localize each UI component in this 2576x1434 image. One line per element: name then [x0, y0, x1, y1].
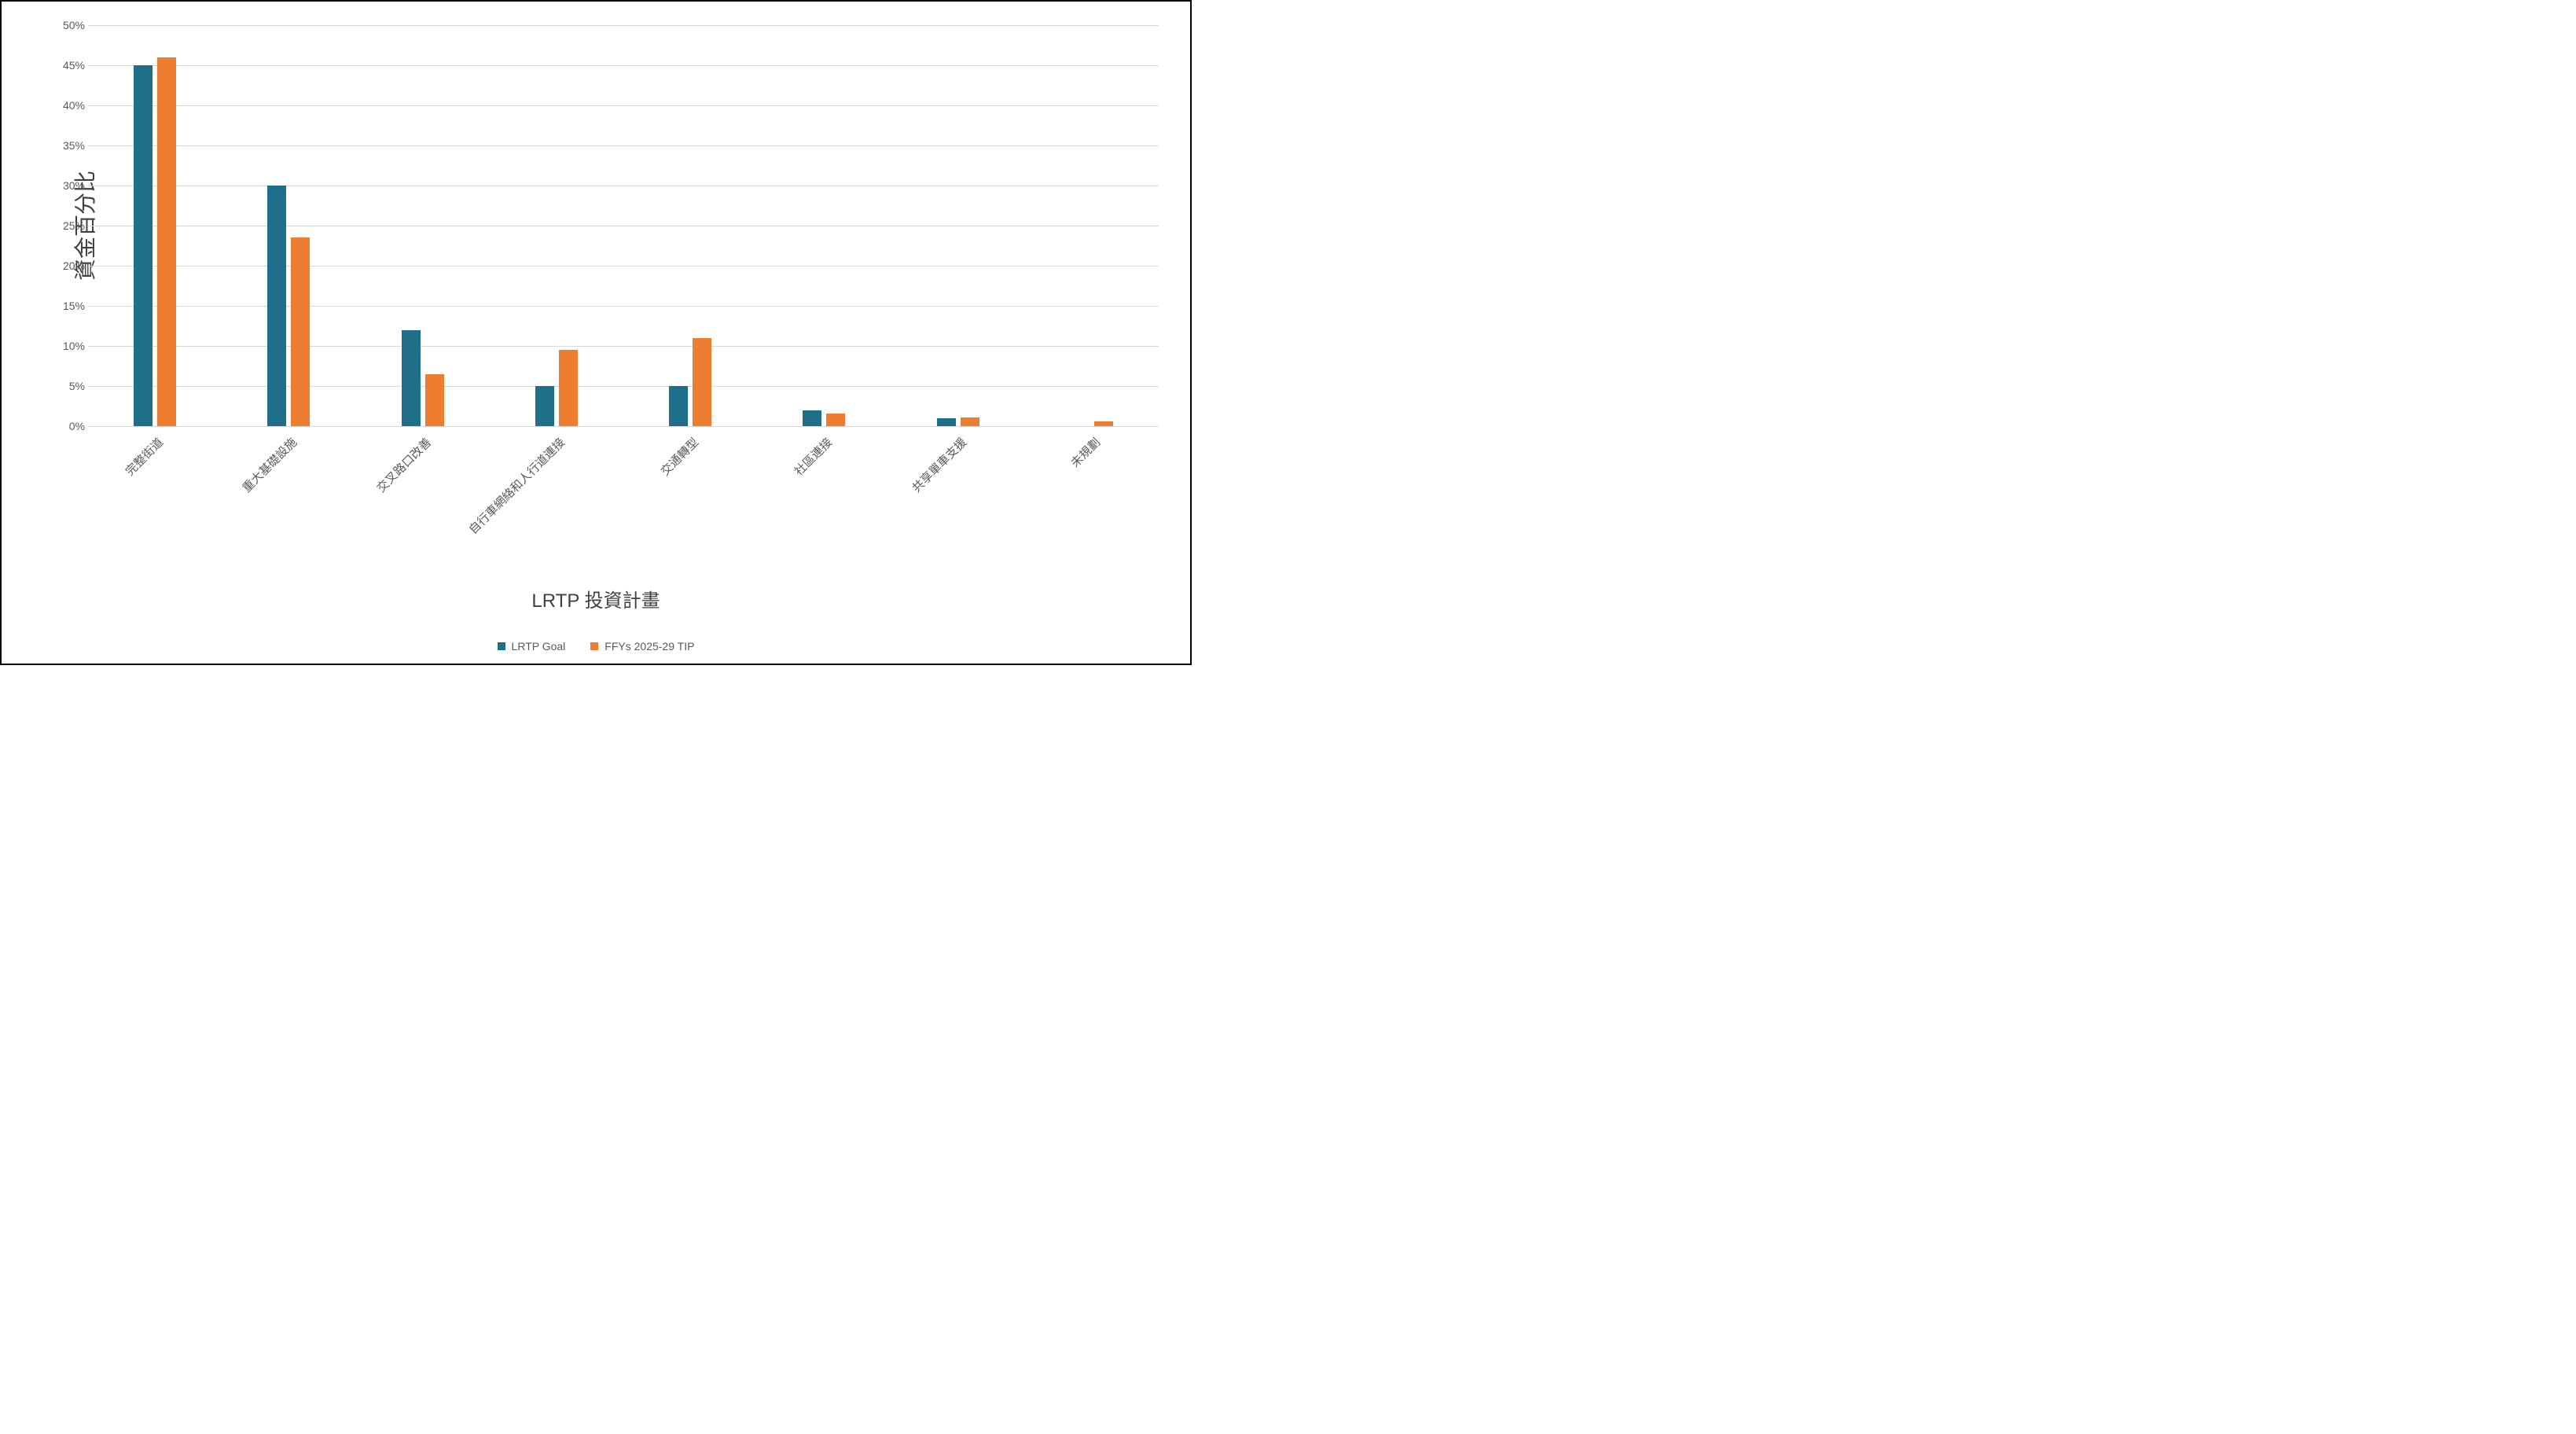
bar — [1094, 421, 1113, 426]
y-tick-label: 20% — [50, 259, 85, 272]
category-group — [88, 25, 222, 426]
x-tick-labels: 完整街道 重大基礎設施 交叉路口改善自行車網絡和人行道連接 交通轉型 社區連接 共享單車支… — [88, 434, 1159, 583]
y-tick-label: 10% — [50, 340, 85, 352]
category-group — [623, 25, 757, 426]
bar — [425, 374, 444, 426]
bars-container — [88, 25, 1159, 426]
y-tick-label: 45% — [50, 59, 85, 72]
plot-area: 資金百分比 0%5%10%15%20%25%30%35%40%45%50% — [88, 25, 1159, 426]
bar — [826, 414, 845, 426]
legend-item: FFYs 2025-29 TIP — [590, 640, 694, 653]
y-tick-label: 0% — [50, 420, 85, 432]
bar — [134, 65, 153, 426]
bar — [693, 338, 711, 426]
category-group — [1025, 25, 1159, 426]
x-tick-label: 重大基礎設施 — [239, 434, 300, 495]
bar — [402, 330, 421, 426]
legend: LRTP Goal FFYs 2025-29 TIP — [25, 640, 1167, 653]
y-tick-label: 50% — [50, 19, 85, 31]
y-tick-label: 30% — [50, 179, 85, 192]
category-group — [356, 25, 490, 426]
x-tick-label: 交叉路口改善 — [373, 434, 434, 495]
category-group — [891, 25, 1025, 426]
chart-frame: 資金百分比 0%5%10%15%20%25%30%35%40%45%50% 完整… — [0, 0, 1192, 665]
x-tick-label: 社區連接 — [791, 434, 836, 479]
grid-line — [88, 426, 1159, 427]
y-tick-label: 40% — [50, 99, 85, 112]
bar — [157, 57, 176, 426]
bar — [559, 350, 578, 426]
bar — [669, 386, 688, 426]
x-tick-label: 共享單車支援 — [908, 434, 969, 495]
y-tick-label: 25% — [50, 219, 85, 232]
x-tick-label: 自行車網絡和人行道連接 — [465, 434, 568, 538]
x-tick-label: 交通轉型 — [657, 434, 702, 479]
bar — [937, 418, 956, 426]
category-group — [490, 25, 623, 426]
bar — [291, 237, 310, 426]
x-axis-title: LRTP 投資計畫 — [25, 585, 1167, 612]
legend-label: FFYs 2025-29 TIP — [604, 640, 694, 653]
y-tick-label: 35% — [50, 139, 85, 152]
bar — [267, 186, 286, 426]
legend-item: LRTP Goal — [498, 640, 566, 653]
y-tick-label: 15% — [50, 300, 85, 312]
bar — [535, 386, 554, 426]
y-tick-label: 5% — [50, 380, 85, 392]
legend-swatch — [498, 642, 505, 650]
chart-inner: 資金百分比 0%5%10%15%20%25%30%35%40%45%50% 完整… — [25, 17, 1167, 656]
x-tick-label: 未規劃 — [1067, 434, 1104, 471]
category-group — [757, 25, 891, 426]
bar — [961, 417, 979, 426]
bar — [803, 410, 821, 426]
x-tick-label: 完整街道 — [122, 434, 167, 479]
legend-label: LRTP Goal — [512, 640, 566, 653]
legend-swatch — [590, 642, 598, 650]
category-group — [222, 25, 355, 426]
